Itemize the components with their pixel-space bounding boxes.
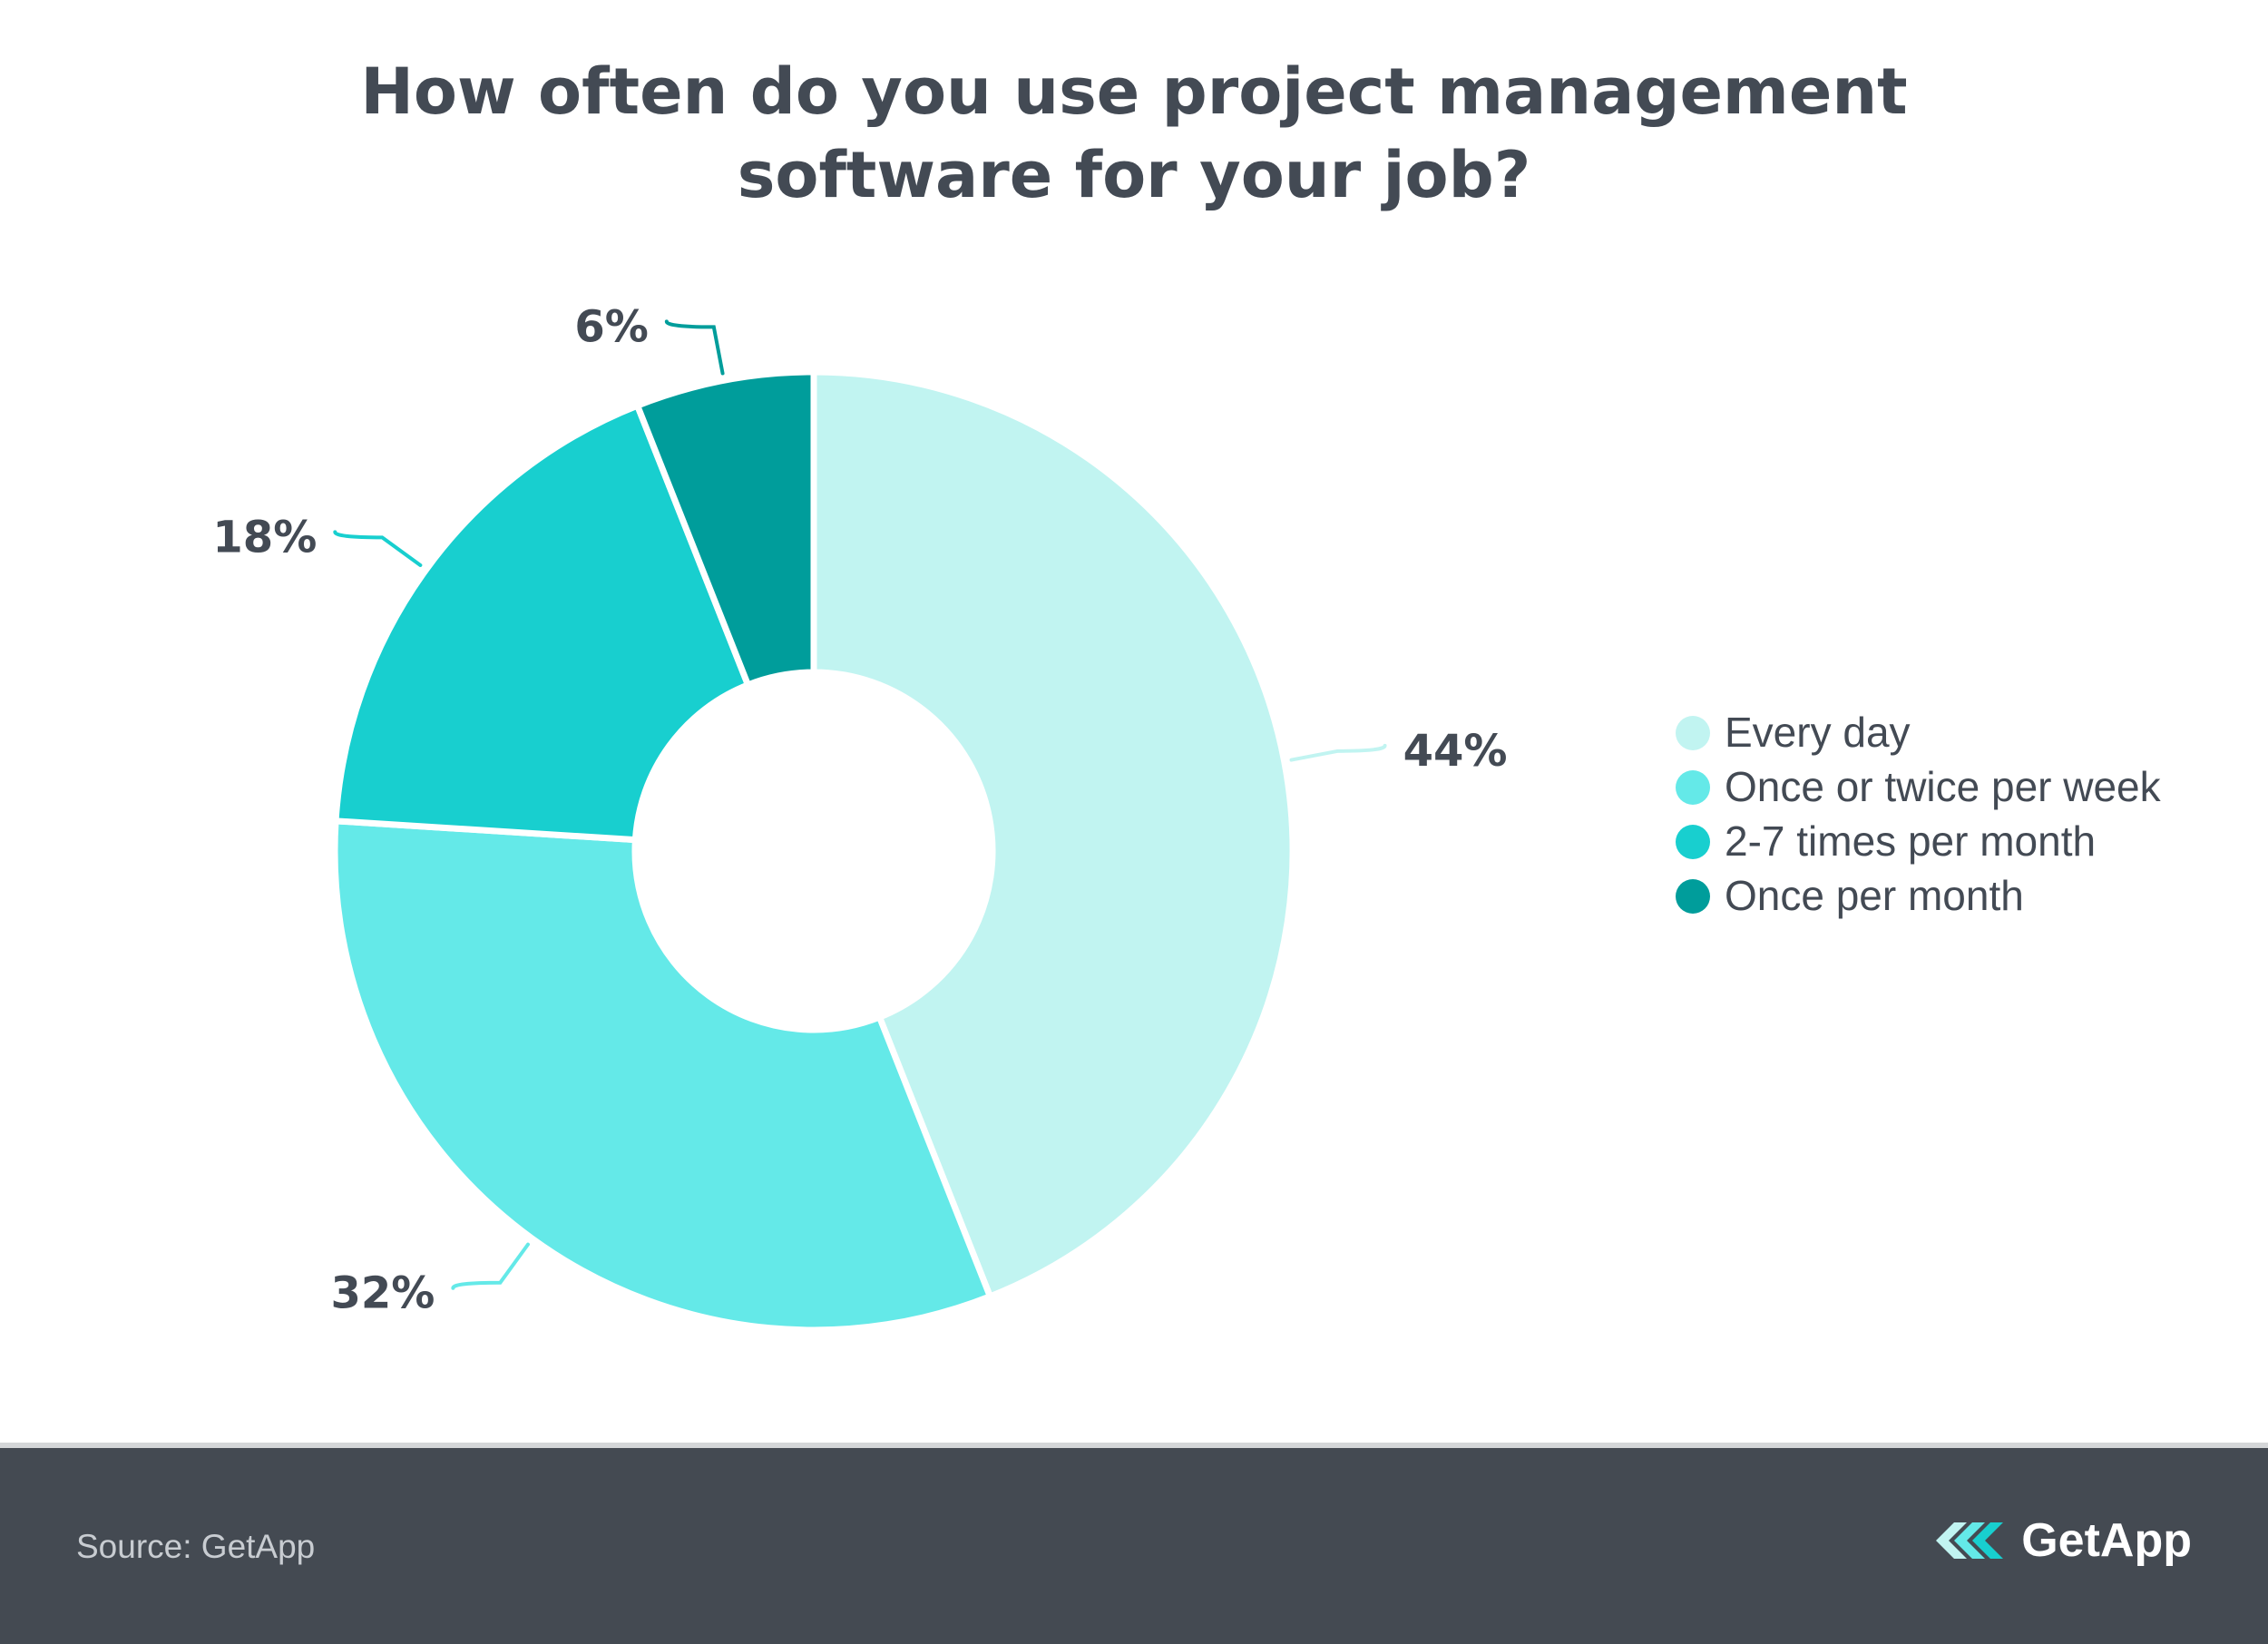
chart-title-line-2: software for your job? (737, 138, 1531, 212)
footer-bar: Source: GetApp GetApp (0, 1443, 2268, 1644)
data-label-2-7-times-per-month: 18% (212, 512, 317, 563)
leader-line-once-per-month (664, 319, 725, 376)
chart-title-line-1: How often do you use project management (360, 54, 1908, 129)
leader-line-every-day (1289, 743, 1387, 762)
slice-once-per-month[interactable] (634, 368, 817, 689)
chart-title: How often do you use project management … (0, 50, 2268, 217)
legend-swatch-once-per-month (1676, 879, 1710, 914)
donut-chart: 44% 32% 18% 6% Every day Once or twice per w… (212, 301, 2162, 1334)
legend: Every day Once or twice per week 2-7 times… (1676, 709, 2162, 919)
leader-line-2-7-times-per-month (333, 530, 423, 567)
brand-name: GetApp (2021, 1514, 2192, 1567)
data-label-every-day: 44% (1403, 726, 1508, 777)
brand-logo[interactable]: GetApp (1936, 1513, 2192, 1568)
legend-swatch-2-7-times-per-month (1676, 825, 1710, 859)
data-label-once-or-twice-per-week: 32% (330, 1268, 435, 1319)
slice-2-7-times-per-month[interactable] (332, 402, 751, 844)
source-text: Source: GetApp (76, 1528, 316, 1565)
legend-label-every-day[interactable]: Every day (1725, 709, 1911, 756)
slice-once-or-twice-per-week[interactable] (331, 817, 993, 1334)
data-labels-layer: 44% 32% 18% 6% (212, 301, 1507, 1318)
legend-label-once-or-twice-per-week[interactable]: Once or twice per week (1725, 763, 2162, 810)
getapp-chevrons-icon (1936, 1522, 2004, 1559)
leader-lines-layer (333, 319, 1387, 1290)
leader-line-once-or-twice-per-week (451, 1242, 530, 1290)
legend-label-2-7-times-per-month[interactable]: 2-7 times per month (1725, 817, 2096, 865)
legend-label-once-per-month[interactable]: Once per month (1725, 872, 2024, 919)
data-label-once-per-month: 6% (574, 301, 649, 352)
slice-every-day[interactable] (810, 368, 1296, 1300)
legend-swatch-every-day (1676, 716, 1710, 750)
legend-swatch-once-or-twice-per-week (1676, 770, 1710, 805)
slices-layer (331, 368, 1296, 1334)
